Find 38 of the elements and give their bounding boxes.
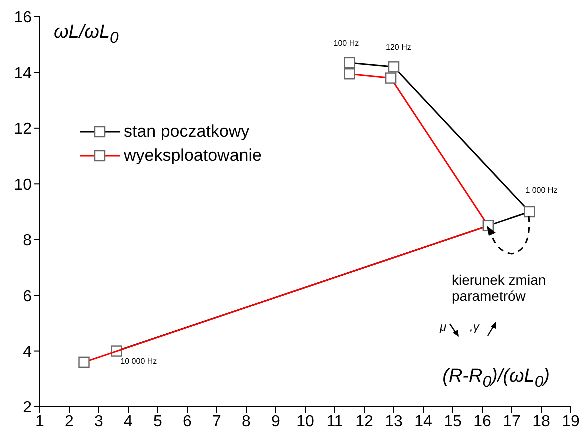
x-tick-label: 16 (474, 413, 492, 430)
x-tick-label: 18 (532, 413, 550, 430)
annotation: ,γ (470, 320, 480, 334)
x-axis-title: (R-R$_{0}$)/(ωL$_{0}$) (442, 366, 550, 392)
legend-label: wyeksploatowanie (124, 146, 262, 166)
x-tick-label: 5 (154, 413, 163, 430)
x-tick-label: 14 (414, 413, 432, 430)
y-tick-label: 10 (14, 176, 32, 194)
y-tick-label: 14 (14, 65, 32, 82)
annotation: 1 000 Hz (526, 186, 558, 195)
annotation: 10 000 Hz (120, 357, 158, 366)
y-tick-label: 6 (23, 288, 32, 306)
y-axis-title: ωL/ωL$_{0}$ (54, 22, 119, 48)
x-tick-label: 17 (503, 413, 521, 430)
annotation: kierunek zmian parametrów (452, 272, 548, 304)
annotation: 100 Hz (334, 38, 360, 48)
y-tick-label: 12 (14, 121, 32, 138)
x-tick-label: 10 (296, 413, 314, 430)
x-tick-label: 2 (65, 413, 74, 430)
x-tick-label: 19 (562, 413, 580, 430)
x-tick-label: 4 (124, 413, 134, 430)
x-tick-label: 11 (326, 413, 344, 430)
annotation: 120 Hz (386, 43, 412, 52)
x-tick-label: 8 (242, 413, 252, 430)
x-tick-label: 1 (36, 413, 45, 430)
x-tick-label: 7 (212, 413, 222, 430)
x-tick-label: 13 (385, 413, 403, 430)
y-tick-label: 4 (23, 344, 32, 361)
annotation: μ (440, 320, 447, 334)
x-tick-label: 12 (356, 413, 374, 430)
x-tick-label: 15 (444, 413, 462, 430)
y-tick-label: 2 (23, 400, 32, 417)
x-tick-label: 6 (183, 413, 192, 430)
y-tick-label: 8 (23, 232, 32, 250)
legend-label: stan poczatkowy (124, 122, 250, 142)
x-tick-label: 9 (272, 413, 281, 430)
x-tick-label: 3 (94, 413, 104, 430)
y-tick-label: 16 (14, 10, 32, 27)
